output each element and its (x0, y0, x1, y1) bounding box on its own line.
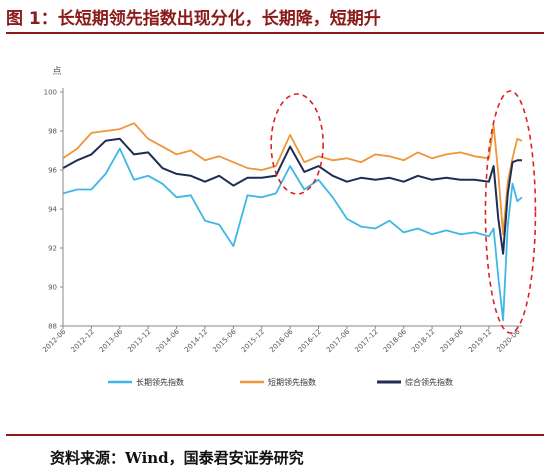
x-tick-label: 2012-12 (69, 328, 95, 354)
legend-label-long: 长期领先指数 (136, 377, 184, 387)
y-tick-label: 88 (48, 323, 57, 331)
y-tick-label: 90 (48, 284, 57, 292)
y-tick-label: 98 (48, 128, 57, 136)
series-line-short (62, 122, 523, 236)
x-tick-label: 2018-12 (410, 328, 436, 354)
footer-rule (6, 434, 544, 436)
x-tick-label: 2017-06 (325, 327, 352, 354)
highlight-ellipse-2016 (270, 93, 324, 195)
x-tick-label: 2014-06 (155, 327, 182, 354)
y-tick-label: 92 (48, 245, 57, 253)
figure-title: 图 1：长短期领先指数出现分化，长期降，短期升 (6, 9, 381, 29)
x-tick-label: 2015-06 (211, 327, 238, 354)
legend-label-composite: 综合领先指数 (405, 377, 453, 387)
y-unit-label: 点 (52, 66, 61, 77)
source-note: 资料来源：Wind，国泰君安证券研究 (50, 449, 304, 467)
series-line-long (62, 147, 523, 322)
x-tick-label: 2018-06 (382, 327, 409, 354)
y-tick-label: 94 (48, 206, 57, 214)
x-tick-label: 2013-12 (126, 328, 152, 354)
x-tick-label: 2015-12 (240, 328, 266, 354)
x-tick-label: 2016-06 (268, 327, 295, 354)
x-tick-label: 2012-06 (41, 327, 68, 354)
highlight-ellipse-2020 (484, 90, 537, 334)
y-tick-label: 100 (44, 89, 57, 97)
x-tick-label: 2014-12 (183, 328, 209, 354)
legend-label-short: 短期领先指数 (268, 377, 316, 387)
series-line-composite (62, 137, 522, 255)
x-tick-label: 2020-06 (495, 327, 522, 354)
y-tick-label: 96 (48, 167, 57, 175)
x-tick-label: 2016-12 (297, 328, 323, 354)
x-tick-label: 2019-06 (439, 327, 466, 354)
x-tick-label: 2019-12 (467, 328, 493, 354)
title-rule (6, 32, 544, 34)
x-tick-label: 2017-12 (353, 328, 379, 354)
x-tick-label: 2013-06 (98, 327, 125, 354)
